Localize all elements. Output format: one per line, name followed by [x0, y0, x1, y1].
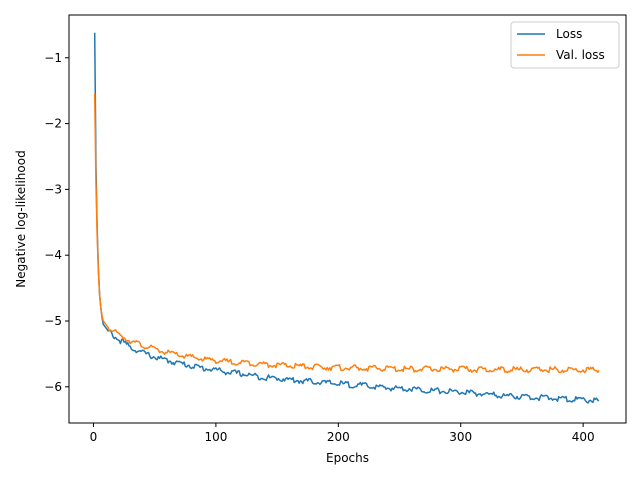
y-axis-label: Negative log-likelihood — [14, 150, 28, 287]
x-tick-label: 400 — [572, 430, 595, 444]
x-tick-label: 300 — [449, 430, 472, 444]
plot-lines — [93, 32, 600, 404]
x-tick-label: 0 — [90, 430, 98, 444]
y-tick-label: −2 — [44, 117, 62, 131]
x-axis: 0 100 200 300 400 — [90, 423, 595, 444]
y-axis: −6 −5 −4 −3 −2 −1 — [44, 51, 69, 394]
y-tick-label: −5 — [44, 314, 62, 328]
x-tick-label: 200 — [327, 430, 350, 444]
y-tick-label: −1 — [44, 51, 62, 65]
legend-entry: Val. loss — [556, 48, 605, 62]
y-tick-label: −4 — [44, 248, 62, 262]
legend-entry: Loss — [556, 27, 582, 41]
x-tick-label: 100 — [204, 430, 227, 444]
x-axis-label: Epochs — [326, 451, 369, 465]
legend: Loss Val. loss — [510, 21, 620, 69]
y-tick-label: −6 — [44, 380, 62, 394]
series-line-0 — [93, 32, 600, 404]
series-line-1 — [93, 93, 600, 374]
plot-frame — [68, 14, 627, 424]
y-tick-label: −3 — [44, 182, 62, 196]
